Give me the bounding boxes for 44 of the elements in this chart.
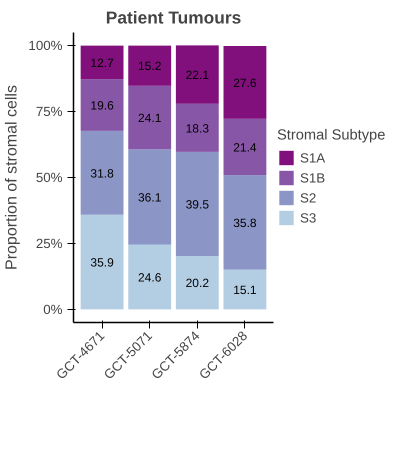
bar — [224, 175, 266, 270]
data-label: 21.4 — [233, 140, 257, 154]
bar — [128, 46, 172, 86]
data-label: 36.1 — [138, 190, 162, 204]
bar — [128, 149, 172, 244]
data-label: 31.8 — [90, 166, 114, 180]
bar — [224, 46, 266, 119]
bar — [224, 118, 266, 176]
data-label: 15.2 — [138, 59, 162, 74]
legend-label: S3 — [300, 210, 318, 225]
legend-title: Stromal Subtype — [277, 128, 386, 144]
legend-label: S1A — [300, 150, 326, 165]
y-tick-label: 50% — [36, 170, 63, 185]
bar — [80, 130, 124, 215]
data-label: 24.6 — [138, 270, 162, 284]
data-label: 20.2 — [186, 276, 210, 290]
legend-label: S1B — [300, 170, 326, 185]
data-label: 27.6 — [233, 76, 257, 90]
data-label: 18.3 — [186, 121, 210, 136]
data-label: 24.1 — [138, 111, 162, 126]
bar — [80, 79, 124, 131]
bar — [128, 86, 172, 150]
legend-label: S2 — [300, 190, 318, 205]
data-label: 35.9 — [90, 255, 114, 270]
data-label: 12.7 — [90, 56, 114, 70]
chart-title: Patient Tumours — [106, 8, 242, 28]
bar — [176, 45, 219, 104]
y-axis-title: Proportion of stromal cells — [3, 85, 20, 270]
data-label: 35.8 — [233, 216, 257, 230]
bar — [80, 214, 124, 310]
y-tick-label: 100% — [28, 38, 63, 54]
bar — [80, 46, 124, 80]
data-label: 39.5 — [186, 197, 210, 212]
bar — [224, 270, 266, 310]
bar — [128, 244, 172, 310]
data-label: 15.1 — [233, 282, 257, 297]
bar — [176, 104, 219, 152]
y-tick-label: 25% — [36, 236, 63, 251]
y-tick-label: 75% — [36, 104, 63, 120]
data-label: 22.1 — [186, 68, 210, 82]
bar — [176, 152, 219, 256]
bar — [176, 256, 219, 310]
data-label: 19.6 — [90, 98, 114, 112]
y-tick-label: 0% — [43, 302, 63, 317]
